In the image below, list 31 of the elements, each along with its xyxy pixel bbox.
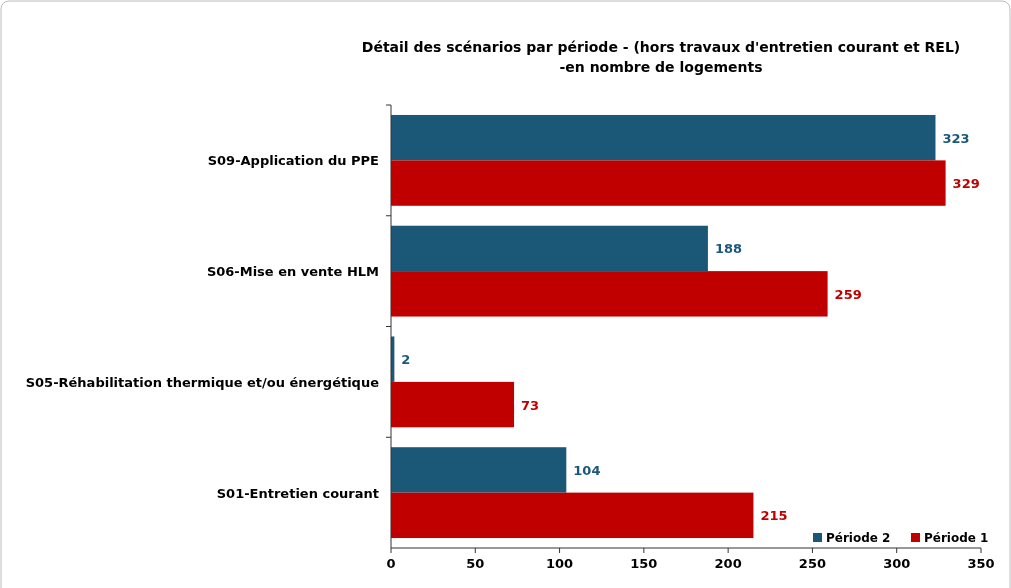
bar bbox=[391, 271, 828, 317]
bar bbox=[391, 160, 946, 206]
x-tick-label: 200 bbox=[714, 556, 742, 571]
bar bbox=[391, 447, 567, 493]
data-label: 104 bbox=[573, 462, 601, 478]
bar bbox=[391, 225, 708, 272]
legend-label: Période 1 bbox=[924, 531, 989, 545]
x-tick-label: 50 bbox=[466, 556, 485, 571]
data-label: 73 bbox=[521, 397, 540, 413]
chart-title: Détail des scénarios par période - (hors travaux d'entretien courant et REL) bbox=[361, 39, 961, 55]
data-label: 259 bbox=[834, 286, 862, 302]
y-tick-label: S09-Application du PPE bbox=[207, 153, 379, 169]
x-tick-label: 100 bbox=[546, 556, 574, 571]
data-label: 329 bbox=[952, 176, 980, 192]
data-label: 215 bbox=[760, 508, 788, 524]
data-label: 188 bbox=[714, 241, 743, 257]
chart-subtitle: -en nombre de logements bbox=[559, 59, 763, 75]
x-tick-label: 0 bbox=[386, 556, 396, 571]
x-tick-label: 350 bbox=[967, 556, 995, 571]
y-tick-label: S01-Entretien courant bbox=[216, 485, 379, 501]
y-tick-label: S06-Mise en vente HLM bbox=[206, 264, 379, 280]
x-tick-label: 300 bbox=[883, 556, 911, 571]
x-tick-label: 150 bbox=[630, 556, 658, 571]
bar bbox=[391, 114, 936, 161]
legend-label: Période 2 bbox=[826, 531, 891, 545]
bar bbox=[391, 381, 515, 428]
data-label: 2 bbox=[401, 352, 411, 368]
data-label: 323 bbox=[942, 130, 970, 146]
bar bbox=[391, 492, 754, 539]
y-tick-label: S05-Réhabilitation thermique et/ou énergétique bbox=[25, 374, 380, 390]
x-tick-label: 250 bbox=[798, 556, 826, 571]
